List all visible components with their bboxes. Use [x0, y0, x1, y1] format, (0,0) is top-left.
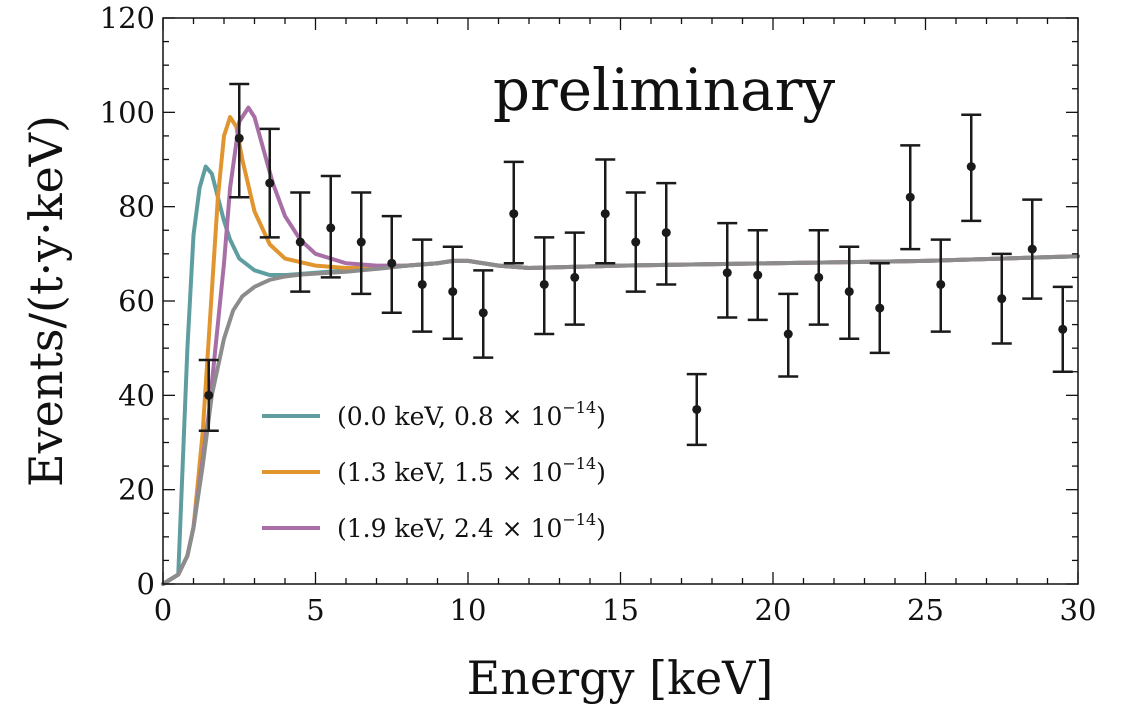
data-point-4	[320, 174, 341, 279]
y-tick-label: 0	[137, 567, 155, 601]
data-marker	[936, 279, 946, 289]
data-point-8	[442, 245, 463, 340]
data-marker	[692, 404, 702, 414]
legend-label: (1.3 keV, 1.5 × 10−14)	[337, 454, 606, 487]
data-marker	[600, 209, 610, 219]
data-marker	[387, 258, 397, 268]
data-marker	[570, 272, 580, 282]
data-marker	[204, 390, 214, 400]
data-point-25	[961, 113, 982, 223]
legend-label: (1.9 keV, 2.4 × 10−14)	[337, 510, 606, 543]
x-tick-label: 30	[1060, 593, 1097, 627]
data-point-24	[930, 238, 951, 333]
data-point-14	[625, 191, 646, 293]
x-tick-label: 10	[450, 593, 487, 627]
data-point-18	[747, 229, 768, 322]
y-tick-label: 120	[100, 1, 155, 35]
data-marker	[783, 329, 793, 339]
legend-item-2: (1.9 keV, 2.4 × 10−14)	[262, 510, 606, 543]
x-tick-label: 15	[602, 593, 639, 627]
data-marker	[997, 294, 1007, 304]
data-marker	[356, 237, 366, 247]
data-point-21	[839, 245, 860, 340]
data-marker	[722, 268, 732, 278]
x-tick-label: 25	[907, 593, 944, 627]
data-marker	[1027, 244, 1037, 254]
data-point-15	[656, 181, 677, 286]
data-point-20	[808, 229, 829, 326]
data-marker	[539, 279, 549, 289]
axis-ticks	[162, 17, 1079, 585]
legend-item-1: (1.3 keV, 1.5 × 10−14)	[262, 454, 606, 487]
y-tick-label: 60	[118, 284, 155, 318]
data-marker	[295, 237, 305, 247]
data-point-17	[717, 221, 738, 319]
preliminary-annotation: preliminary	[493, 56, 835, 124]
data-marker	[814, 272, 824, 282]
data-marker	[234, 133, 244, 143]
data-point-0	[198, 358, 219, 432]
data-marker	[661, 228, 671, 238]
data-point-9	[473, 269, 494, 359]
data-marker	[875, 303, 885, 313]
data-point-13	[595, 158, 616, 265]
data-point-23	[900, 144, 921, 251]
data-marker	[631, 237, 641, 247]
data-point-28	[1052, 285, 1073, 373]
x-tick-label: 5	[306, 593, 324, 627]
data-point-5	[351, 191, 372, 296]
legend-label: (0.0 keV, 0.8 × 10−14)	[337, 398, 606, 431]
data-point-19	[778, 292, 799, 378]
data-point-16	[686, 372, 707, 447]
y-tick-label: 80	[118, 190, 155, 224]
data-point-10	[503, 160, 524, 265]
data-point-6	[381, 214, 402, 315]
data-point-2	[259, 127, 280, 239]
y-tick-label: 40	[118, 378, 155, 412]
data-marker	[478, 308, 488, 318]
tick-labels: 0 5 10 15 20 25 30 0 20 40 60 80 100 120	[100, 1, 1097, 627]
data-point-11	[534, 236, 555, 336]
data-point-22	[869, 262, 890, 355]
data-marker	[905, 192, 915, 202]
x-tick-label: 0	[154, 593, 172, 627]
data-point-27	[1022, 198, 1043, 300]
data-marker	[509, 209, 519, 219]
x-axis-label: Energy [keV]	[467, 651, 774, 705]
series-line-3	[161, 254, 1080, 586]
y-tick-label: 20	[118, 473, 155, 507]
y-tick-label: 100	[100, 95, 155, 129]
x-tick-label: 20	[755, 593, 792, 627]
data-points	[198, 82, 1073, 447]
data-point-26	[991, 252, 1012, 345]
data-marker	[753, 270, 763, 280]
data-marker	[1058, 324, 1068, 334]
data-marker	[966, 162, 976, 172]
data-marker	[326, 223, 336, 233]
data-point-1	[229, 82, 250, 199]
data-point-12	[564, 231, 585, 326]
data-marker	[417, 279, 427, 289]
data-point-7	[412, 238, 433, 333]
data-point-3	[290, 191, 311, 293]
data-marker	[265, 178, 275, 188]
data-marker	[448, 287, 458, 297]
data-marker	[844, 287, 854, 297]
y-axis-label: Events/(t·y·keV)	[19, 115, 73, 487]
legend: (0.0 keV, 0.8 × 10−14) (1.3 keV, 1.5 × 10…	[262, 398, 606, 543]
legend-item-0: (0.0 keV, 0.8 × 10−14)	[262, 398, 606, 431]
